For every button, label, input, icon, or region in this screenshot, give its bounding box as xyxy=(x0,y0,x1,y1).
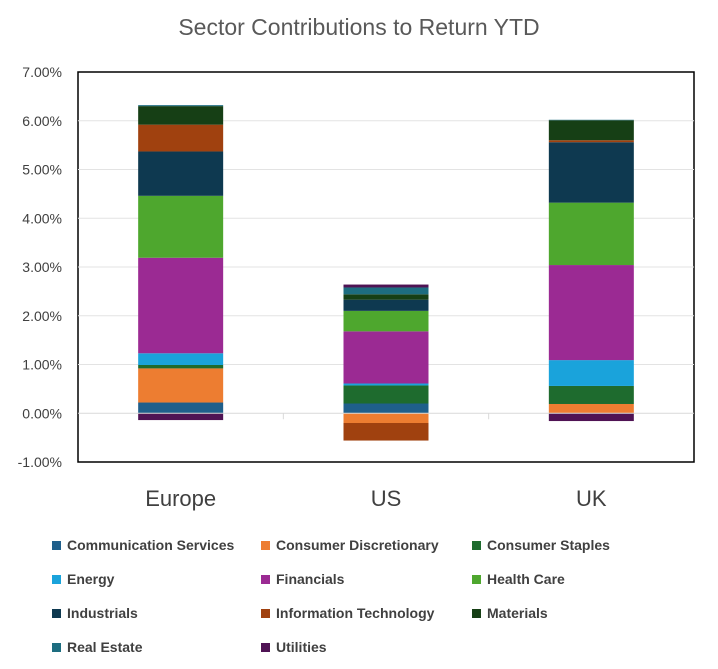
bar-segment xyxy=(343,423,429,441)
legend-label: Consumer Staples xyxy=(487,537,610,553)
bar-segment xyxy=(343,310,429,332)
legend-item: Financials xyxy=(261,568,344,590)
legend-item: Communication Services xyxy=(52,534,234,556)
bar-segment xyxy=(138,353,224,365)
bar-segment xyxy=(138,106,224,125)
y-tick-label: 3.00% xyxy=(22,259,62,275)
legend-item: Information Technology xyxy=(261,602,434,624)
bar-segment xyxy=(548,202,634,266)
legend-item: Utilities xyxy=(261,636,327,658)
x-category-label: UK xyxy=(576,486,607,511)
y-tick-label: 2.00% xyxy=(22,308,62,324)
legend-swatch xyxy=(52,540,61,550)
y-tick-label: 0.00% xyxy=(22,405,62,421)
legend-label: Energy xyxy=(67,571,115,587)
bar-segment xyxy=(138,402,224,414)
bar-segment xyxy=(548,403,634,414)
legend-swatch xyxy=(261,540,270,550)
bar-segment xyxy=(138,195,224,258)
chart-plot: -1.00% 0.00% 1.00% 2.00% 3.00% 4.00% 5.00% 6.00… xyxy=(18,64,695,511)
bar-segment xyxy=(343,413,429,423)
bar-segment xyxy=(138,257,224,354)
y-tick-label: -1.00% xyxy=(18,454,62,470)
legend-swatch xyxy=(52,642,61,652)
legend-swatch xyxy=(472,608,481,618)
bar-segment xyxy=(138,364,224,369)
bar-segment xyxy=(138,105,224,107)
legend-label: Utilities xyxy=(276,639,327,655)
bar-segment xyxy=(548,413,634,422)
legend-swatch xyxy=(261,608,270,618)
bar-segment xyxy=(548,360,634,386)
y-tick-label: 5.00% xyxy=(22,162,62,178)
legend-swatch xyxy=(261,574,270,584)
bar-segment xyxy=(343,403,429,414)
legend-item: Real Estate xyxy=(52,636,142,658)
legend-label: Consumer Discretionary xyxy=(276,537,439,553)
x-category-label: Europe xyxy=(145,486,216,511)
bar-segment xyxy=(548,385,634,404)
legend-label: Real Estate xyxy=(67,639,143,655)
bar-segment xyxy=(138,413,224,421)
bar-segment xyxy=(548,140,634,143)
legend-item: Health Care xyxy=(472,568,565,590)
bar-segment xyxy=(343,284,429,288)
legend-label: Information Technology xyxy=(276,605,435,621)
chart-title: Sector Contributions to Return YTD xyxy=(178,14,540,40)
bar-segment xyxy=(548,119,634,121)
legend-swatch xyxy=(261,642,270,652)
legend-label: Industrials xyxy=(67,605,138,621)
bar-segment xyxy=(548,142,634,203)
bar-segment xyxy=(138,368,224,403)
legend-label: Communication Services xyxy=(67,537,235,553)
legend-swatch xyxy=(52,608,61,618)
legend-item: Materials xyxy=(472,602,548,624)
legend-item: Consumer Staples xyxy=(472,534,610,556)
bar-segment xyxy=(343,385,429,404)
bar-segment xyxy=(343,299,429,311)
x-category-label: US xyxy=(371,486,402,511)
y-tick-label: 6.00% xyxy=(22,113,62,129)
bar-segment xyxy=(138,124,224,152)
y-tick-label: 7.00% xyxy=(22,64,62,80)
legend-label: Financials xyxy=(276,571,345,587)
bar-segment xyxy=(138,151,224,196)
bar-segment xyxy=(343,287,429,295)
legend-swatch xyxy=(52,574,61,584)
legend-item: Industrials xyxy=(52,602,138,624)
legend-label: Materials xyxy=(487,605,548,621)
bar-segment xyxy=(343,331,429,384)
legend-item: Consumer Discretionary xyxy=(261,534,439,556)
bar-segment xyxy=(343,383,429,386)
bar-segment xyxy=(343,294,429,300)
legend-swatch xyxy=(472,574,481,584)
y-tick-label: 1.00% xyxy=(22,357,62,373)
bar-segment xyxy=(548,265,634,361)
bar-segment xyxy=(548,120,634,141)
legend-label: Health Care xyxy=(487,571,565,587)
legend-item: Energy xyxy=(52,568,114,590)
legend-swatch xyxy=(472,540,481,550)
y-tick-label: 4.00% xyxy=(22,210,62,226)
